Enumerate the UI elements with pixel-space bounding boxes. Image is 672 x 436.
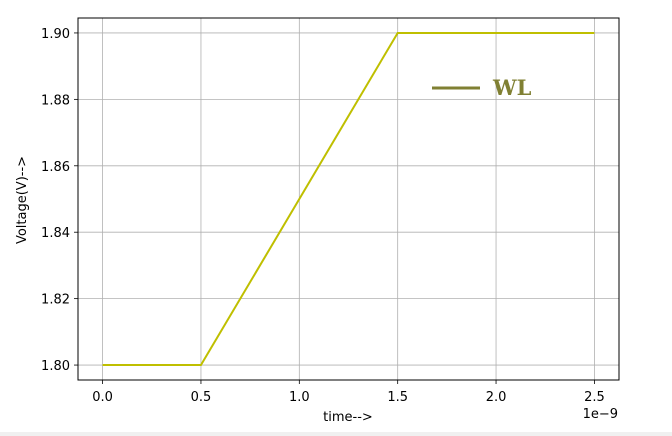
x-tick-label: 1.5 [387,390,408,405]
x-tick-label: 0.5 [191,390,212,405]
y-tick-label: 1.82 [41,293,70,308]
legend: WL [432,75,532,100]
x-tick-label: 0.0 [92,390,113,405]
y-tick-label: 1.80 [41,359,70,374]
y-axis-label: Voltage(V)--> [15,156,30,244]
window-bottom-strip [0,432,672,436]
y-tick-label: 1.86 [41,160,70,175]
axis-ticks: 0.0 0.5 1.0 1.5 2.0 2.5 1.80 1.82 1.84 1.86 1.88 1.… [41,27,605,405]
series-line-wl [102,31,595,367]
x-axis-offset-label: 1e−9 [583,407,618,422]
x-axis-label: time--> [323,410,373,425]
x-tick-label: 2.5 [584,390,605,405]
y-tick-label: 1.88 [41,93,70,108]
x-tick-label: 2.0 [486,390,507,405]
y-tick-label: 1.90 [41,27,70,42]
y-tick-label: 1.84 [41,226,70,241]
plot-frame [77,17,620,381]
x-tick-label: 1.0 [289,390,310,405]
legend-label-wl: WL [492,75,532,100]
series-layer [102,31,595,367]
